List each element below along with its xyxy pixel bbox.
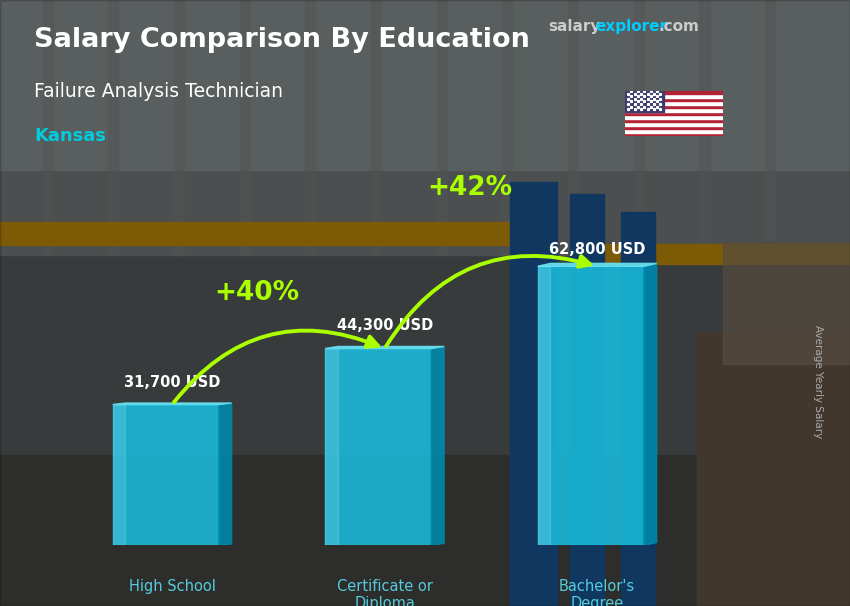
Bar <box>578 244 850 264</box>
Text: explorer: explorer <box>595 19 667 35</box>
Bar <box>437 0 447 255</box>
Polygon shape <box>113 405 219 545</box>
Bar <box>625 133 722 136</box>
Text: Certificate or
Diploma: Certificate or Diploma <box>337 579 433 606</box>
Text: 31,700 USD: 31,700 USD <box>124 376 220 390</box>
Bar <box>625 98 722 101</box>
Bar <box>570 194 603 606</box>
Bar <box>0 222 527 245</box>
Text: +40%: +40% <box>214 281 300 307</box>
Bar <box>305 0 315 255</box>
Bar <box>620 212 654 606</box>
Text: +42%: +42% <box>427 175 513 201</box>
Bar <box>108 0 118 255</box>
Bar <box>502 0 513 255</box>
Text: Salary Comparison By Education: Salary Comparison By Education <box>34 27 530 53</box>
Text: 62,800 USD: 62,800 USD <box>549 242 645 256</box>
Polygon shape <box>325 348 338 545</box>
Bar <box>0 0 850 170</box>
Bar <box>633 0 643 255</box>
Bar <box>625 122 722 126</box>
Text: Average Yearly Salary: Average Yearly Salary <box>813 325 823 438</box>
Bar <box>625 119 722 122</box>
Text: High School: High School <box>128 579 216 594</box>
FancyArrowPatch shape <box>386 256 590 346</box>
Bar <box>625 115 722 119</box>
FancyArrowPatch shape <box>174 330 378 402</box>
Bar <box>568 0 578 255</box>
Bar <box>240 0 250 255</box>
Text: salary: salary <box>548 19 601 35</box>
Text: Failure Analysis Technician: Failure Analysis Technician <box>34 82 283 101</box>
Bar <box>0 0 850 255</box>
Polygon shape <box>113 403 231 405</box>
Bar <box>625 126 722 129</box>
Polygon shape <box>219 403 231 545</box>
Bar <box>700 0 710 255</box>
Bar <box>42 0 53 255</box>
Polygon shape <box>113 405 126 545</box>
Polygon shape <box>325 348 432 545</box>
Bar <box>625 95 722 98</box>
Polygon shape <box>325 347 445 348</box>
Text: 44,300 USD: 44,300 USD <box>337 318 433 333</box>
Bar <box>0 454 850 606</box>
Bar <box>625 112 722 115</box>
Bar <box>765 0 775 255</box>
Bar <box>625 129 722 133</box>
Bar <box>625 101 722 105</box>
Polygon shape <box>538 264 657 266</box>
Polygon shape <box>538 266 644 545</box>
Text: Kansas: Kansas <box>34 127 106 145</box>
Bar <box>371 0 381 255</box>
Bar <box>625 105 722 108</box>
Polygon shape <box>538 266 551 545</box>
Bar <box>625 91 664 112</box>
Bar <box>625 108 722 112</box>
Bar <box>722 242 850 364</box>
Polygon shape <box>644 264 657 545</box>
Polygon shape <box>432 347 445 545</box>
Text: .com: .com <box>659 19 700 35</box>
Bar <box>625 91 722 95</box>
Bar <box>510 182 557 606</box>
Bar <box>697 333 850 606</box>
Bar <box>174 0 184 255</box>
Text: Bachelor's
Degree: Bachelor's Degree <box>559 579 635 606</box>
